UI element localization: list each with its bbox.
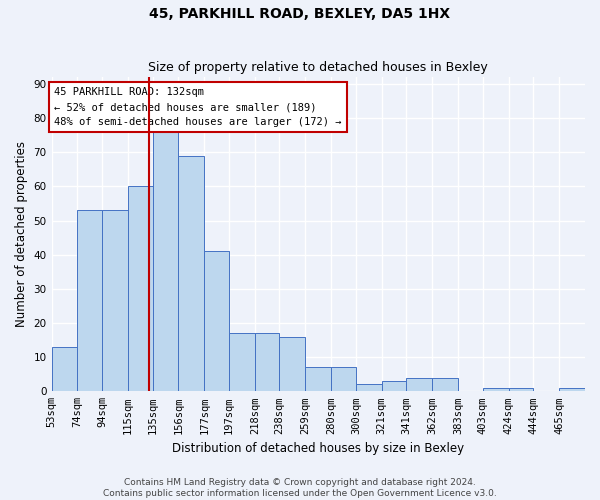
Bar — [77, 210, 102, 392]
Bar — [229, 333, 255, 392]
Text: 45, PARKHILL ROAD, BEXLEY, DA5 1HX: 45, PARKHILL ROAD, BEXLEY, DA5 1HX — [149, 8, 451, 22]
Bar — [559, 388, 585, 392]
Bar — [509, 388, 533, 392]
Bar — [102, 210, 128, 392]
Bar — [128, 186, 152, 392]
Bar — [483, 388, 509, 392]
X-axis label: Distribution of detached houses by size in Bexley: Distribution of detached houses by size … — [172, 442, 464, 455]
Bar — [255, 333, 280, 392]
Bar — [52, 347, 77, 392]
Bar — [356, 384, 382, 392]
Bar — [280, 336, 305, 392]
Title: Size of property relative to detached houses in Bexley: Size of property relative to detached ho… — [148, 62, 488, 74]
Y-axis label: Number of detached properties: Number of detached properties — [15, 141, 28, 327]
Bar — [406, 378, 432, 392]
Text: Contains HM Land Registry data © Crown copyright and database right 2024.
Contai: Contains HM Land Registry data © Crown c… — [103, 478, 497, 498]
Bar — [305, 368, 331, 392]
Bar — [432, 378, 458, 392]
Text: 45 PARKHILL ROAD: 132sqm
← 52% of detached houses are smaller (189)
48% of semi-: 45 PARKHILL ROAD: 132sqm ← 52% of detach… — [54, 88, 341, 127]
Bar — [178, 156, 205, 392]
Bar — [205, 252, 229, 392]
Bar — [152, 132, 178, 392]
Bar — [382, 381, 406, 392]
Bar — [331, 368, 356, 392]
